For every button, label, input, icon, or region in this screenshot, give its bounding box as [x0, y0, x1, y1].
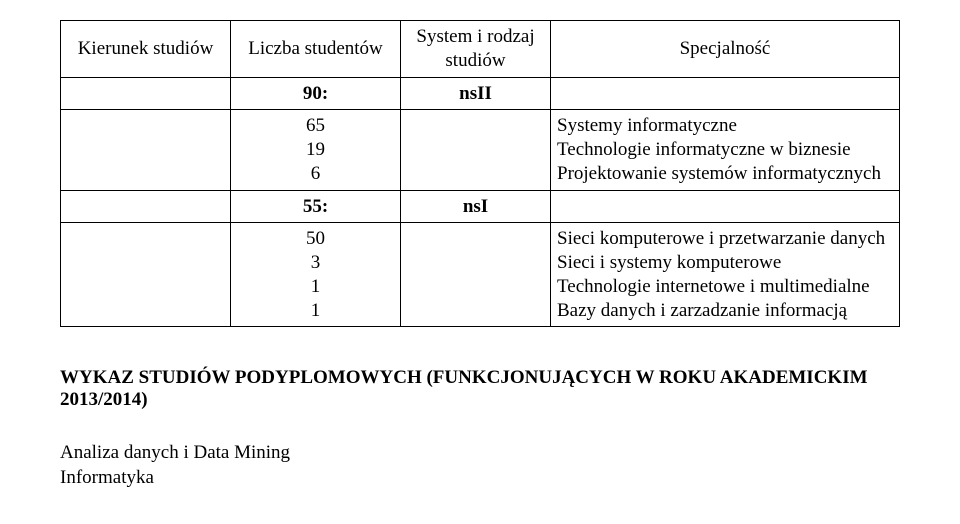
cell-system	[401, 223, 551, 327]
spec-text: Technologie informatyczne w biznesie	[557, 138, 893, 162]
cell-spec	[551, 190, 900, 223]
cell-count-55: 55:	[231, 190, 401, 223]
cell-system-nsii: nsII	[401, 77, 551, 110]
cell-kierunek	[61, 223, 231, 327]
spec-text: Projektowanie systemów informatycznych	[557, 162, 893, 186]
cell-kierunek	[61, 110, 231, 190]
page: Kierunek studiów Liczba studentów System…	[0, 0, 960, 491]
studies-table: Kierunek studiów Liczba studentów System…	[60, 20, 900, 327]
count-value: 3	[237, 251, 394, 275]
spec-text: Technologie internetowe i multimedialne	[557, 275, 893, 299]
count-value: 1	[237, 299, 394, 323]
spec-text: Systemy informatyczne	[557, 114, 893, 138]
cell-system	[401, 110, 551, 190]
count-value: 1	[237, 275, 394, 299]
table-row: 55: nsI	[61, 190, 900, 223]
cell-system-nsi: nsI	[401, 190, 551, 223]
cell-kierunek	[61, 77, 231, 110]
table-row: 65 19 6 Systemy informatyczne Technologi…	[61, 110, 900, 190]
body-text: Analiza danych i Data Mining Informatyka	[60, 441, 900, 490]
cell-counts: 65 19 6	[231, 110, 401, 190]
body-line: Analiza danych i Data Mining	[60, 441, 900, 466]
table-row: 90: nsII	[61, 77, 900, 110]
count-value: 19	[237, 138, 394, 162]
count-value: 65	[237, 114, 394, 138]
table-row: 50 3 1 1 Sieci komputerowe i przetwarzan…	[61, 223, 900, 327]
count-value: 50	[237, 227, 394, 251]
spec-text: Sieci i systemy komputerowe	[557, 251, 893, 275]
cell-count-90: 90:	[231, 77, 401, 110]
section-heading: WYKAZ STUDIÓW PODYPLOMOWYCH (FUNKCJONUJĄ…	[60, 367, 900, 411]
header-liczba: Liczba studentów	[231, 21, 401, 78]
cell-counts: 50 3 1 1	[231, 223, 401, 327]
cell-kierunek	[61, 190, 231, 223]
table-header-row: Kierunek studiów Liczba studentów System…	[61, 21, 900, 78]
cell-specs: Sieci komputerowe i przetwarzanie danych…	[551, 223, 900, 327]
spec-text: Bazy danych i zarzadzanie informacją	[557, 299, 893, 323]
cell-spec	[551, 77, 900, 110]
cell-specs: Systemy informatyczne Technologie inform…	[551, 110, 900, 190]
header-system: System i rodzaj studiów	[401, 21, 551, 78]
count-value: 6	[237, 162, 394, 186]
header-specjalnosc: Specjalność	[551, 21, 900, 78]
body-line: Informatyka	[60, 466, 900, 491]
spec-text: Sieci komputerowe i przetwarzanie danych	[557, 227, 893, 251]
header-kierunek: Kierunek studiów	[61, 21, 231, 78]
